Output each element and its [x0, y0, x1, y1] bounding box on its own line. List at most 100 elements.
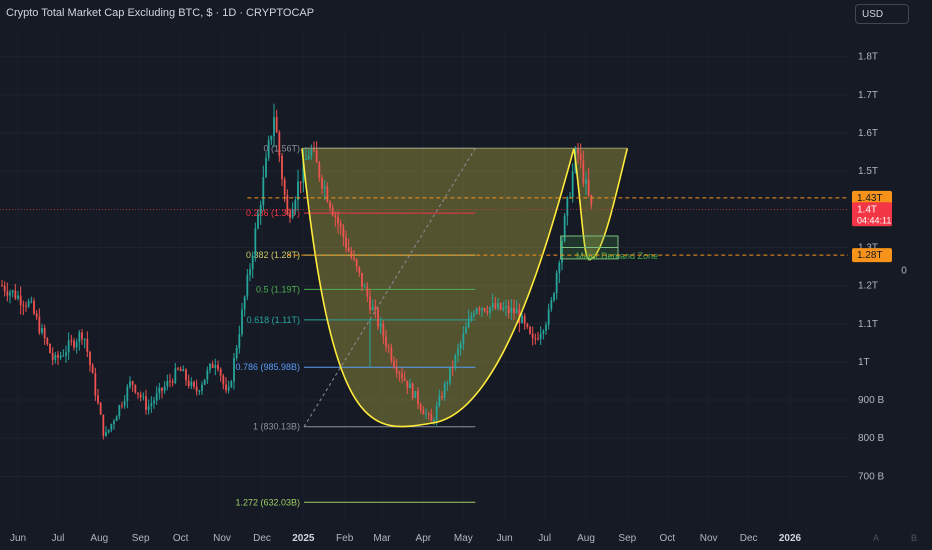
candle — [286, 189, 289, 216]
price-badge-label: 1.4T — [857, 204, 877, 215]
candle-body — [497, 302, 499, 309]
candle — [537, 331, 539, 341]
candle-body — [243, 296, 246, 310]
candle — [497, 297, 499, 311]
candle-body — [563, 215, 566, 241]
candle-body — [513, 307, 515, 314]
candle — [331, 203, 334, 217]
candle — [198, 389, 201, 396]
candle — [27, 298, 30, 309]
candle — [563, 213, 566, 243]
candle — [147, 399, 150, 415]
price-badge-label: 1.43T — [857, 193, 883, 204]
candles — [1, 103, 593, 440]
candle-body — [403, 378, 406, 381]
candle-body — [217, 364, 219, 370]
candle-body — [457, 348, 459, 356]
candle — [555, 270, 558, 300]
candle — [270, 135, 273, 145]
time-axis-label: Jun — [497, 533, 513, 544]
candle — [363, 283, 366, 288]
candle-body — [222, 375, 225, 385]
candle — [187, 374, 190, 389]
candle — [401, 367, 403, 384]
candle — [67, 332, 70, 360]
candle — [297, 169, 299, 211]
price-axis-label: 1.3T — [858, 242, 878, 253]
candle — [41, 323, 43, 335]
candle — [35, 310, 38, 321]
symbol-title[interactable]: Crypto Total Market Cap Excluding BTC, $… — [6, 7, 315, 19]
candle — [249, 263, 251, 282]
candle — [38, 308, 41, 335]
candle-body — [78, 332, 81, 343]
candle-body — [59, 355, 62, 358]
candle — [235, 344, 238, 361]
candle — [113, 418, 115, 430]
candle-body — [475, 308, 478, 314]
candle-body — [33, 300, 35, 314]
candle-body — [73, 340, 75, 348]
candle-body — [446, 382, 449, 384]
candle — [371, 299, 374, 311]
candle — [470, 311, 473, 323]
candle-body — [190, 381, 193, 387]
candle-body — [358, 266, 361, 273]
candle-body — [291, 209, 294, 218]
candle — [334, 211, 337, 227]
candle — [222, 373, 225, 390]
candle-body — [505, 306, 507, 308]
candle — [22, 300, 25, 316]
candle — [139, 391, 142, 402]
time-axis-label: Dec — [740, 533, 758, 544]
candle-body — [486, 311, 489, 313]
candle-body — [161, 387, 163, 391]
candle-body — [206, 370, 209, 380]
candle-body — [385, 336, 387, 347]
candle — [387, 343, 390, 354]
candle-body — [339, 223, 342, 227]
candle-body — [131, 381, 134, 385]
time-axis-label: Dec — [253, 533, 271, 544]
candle — [43, 324, 46, 346]
fib-level-label: 0 (1.56T) — [263, 143, 300, 153]
candle — [182, 365, 185, 372]
candle — [513, 299, 515, 321]
candle — [547, 303, 550, 330]
candle — [209, 363, 211, 374]
candle-body — [342, 226, 345, 238]
candle — [243, 295, 246, 317]
candle-body — [347, 247, 350, 252]
candle — [59, 351, 62, 361]
candle — [291, 202, 294, 219]
candle — [422, 406, 425, 415]
candle-body — [353, 257, 355, 260]
candle-body — [19, 295, 22, 305]
currency-button[interactable]: USD — [855, 4, 909, 24]
candle-body — [465, 327, 467, 334]
candle-body — [89, 351, 91, 366]
demand-zone-label: Major Demand Zone — [576, 251, 658, 261]
candle — [54, 352, 57, 364]
time-axis-label: Jul — [538, 533, 551, 544]
time-axis-label: Oct — [660, 533, 676, 544]
candle — [483, 307, 486, 313]
candle-body — [425, 413, 427, 415]
time-axis-corner-a: A — [873, 533, 879, 543]
candle-body — [510, 307, 513, 313]
candle — [494, 296, 497, 310]
candle — [115, 415, 118, 422]
candle-body — [150, 403, 153, 407]
candle — [505, 299, 507, 317]
candle — [438, 389, 441, 408]
time-axis-label: Sep — [618, 533, 636, 544]
candle-body — [105, 431, 107, 436]
candle-body — [118, 405, 121, 417]
price-axis-label: 900 B — [858, 395, 884, 406]
time-axis-label: Oct — [173, 533, 189, 544]
candle — [262, 165, 265, 211]
candle — [579, 143, 582, 169]
fib-level-label: 0.5 (1.19T) — [256, 284, 300, 294]
candle — [75, 338, 78, 354]
